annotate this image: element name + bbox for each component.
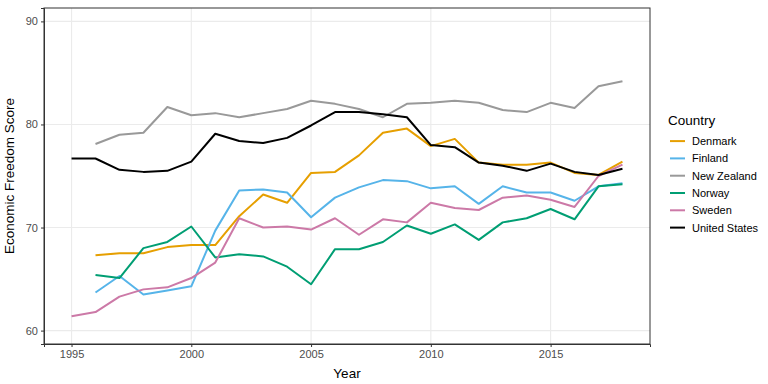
grid-line (191, 8, 192, 344)
legend-label: Norway (692, 187, 730, 199)
grid-line (44, 330, 650, 331)
series-line (72, 165, 623, 317)
tick-mark (551, 344, 552, 347)
tick: 1995 (60, 344, 84, 360)
y-axis-title: Economic Freedom Score (2, 98, 17, 254)
tick-label: 2015 (539, 348, 563, 360)
tick: 2000 (180, 344, 204, 360)
legend-label: United States (692, 222, 759, 234)
axis-line (41, 9, 45, 345)
tick-mark (41, 228, 44, 229)
tick-mark (311, 344, 312, 347)
grid-line (71, 8, 72, 344)
tick: 70 (26, 222, 44, 234)
tick-mark (41, 331, 44, 332)
tick: 2005 (299, 344, 323, 360)
tick: 2010 (419, 344, 443, 360)
chart: 1995 2000 2005 2010 2015 60 70 80 90 Year Economic… (0, 0, 768, 384)
plot: 1995 2000 2005 2010 2015 60 70 80 90 (26, 8, 651, 360)
tick: 2015 (539, 344, 563, 360)
grid-line (311, 8, 312, 344)
tick-mark (72, 344, 73, 347)
grid-line (430, 8, 431, 344)
legend-label: New Zealand (692, 170, 757, 182)
tick: 90 (26, 15, 44, 27)
grid-line (44, 124, 650, 125)
legend: Country Denmark Finland New Zealand Norway Sw… (668, 113, 759, 234)
legend-key (670, 157, 685, 159)
series-line (95, 180, 622, 294)
tick-mark (41, 21, 44, 22)
tick-label: 1995 (60, 348, 84, 360)
grid (44, 8, 650, 344)
tick-label: 2005 (299, 348, 323, 360)
tick-mark (191, 344, 192, 347)
tick-label: 2010 (419, 348, 443, 360)
tick-label: 2000 (180, 348, 204, 360)
legend-key (670, 227, 685, 229)
series-line (72, 112, 623, 175)
legend-key (670, 140, 685, 142)
legend-title: Country (668, 113, 716, 128)
x-axis: 1995 2000 2005 2010 2015 (45, 344, 651, 360)
tick-label: 70 (26, 222, 38, 234)
legend-key (670, 209, 685, 211)
grid-line (550, 8, 551, 344)
legend-key (670, 175, 685, 177)
tick: 60 (26, 325, 44, 337)
legend-label: Finland (692, 152, 728, 164)
legend-key (670, 192, 685, 194)
panel-border (44, 8, 650, 344)
tick-mark (431, 344, 432, 347)
tick-label: 80 (26, 118, 38, 130)
legend-label: Sweden (692, 204, 732, 216)
plot-background (44, 8, 650, 344)
legend-label: Denmark (692, 135, 737, 147)
lines (72, 81, 623, 316)
tick-mark (41, 124, 44, 125)
tick-label: 90 (26, 15, 38, 27)
x-axis-title: Year (333, 366, 361, 381)
tick: 80 (26, 118, 44, 130)
grid-line (44, 21, 650, 22)
axis-line (45, 345, 651, 348)
tick-label: 60 (26, 325, 38, 337)
y-axis: 60 70 80 90 (26, 9, 45, 345)
